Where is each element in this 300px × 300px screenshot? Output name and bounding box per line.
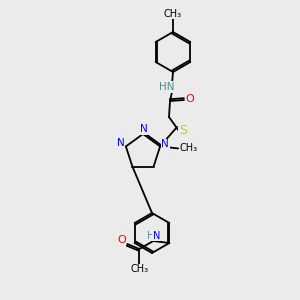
Text: H: H [147,231,154,241]
Text: HN: HN [159,82,175,92]
Text: CH₃: CH₃ [164,9,182,19]
Text: CH₃: CH₃ [130,264,148,274]
Text: N: N [161,140,169,149]
Text: O: O [186,94,194,104]
Text: O: O [117,235,126,245]
Text: N: N [153,231,160,241]
Text: S: S [179,124,187,136]
Text: N: N [117,138,125,148]
Text: N: N [140,124,148,134]
Text: CH₃: CH₃ [179,143,197,153]
